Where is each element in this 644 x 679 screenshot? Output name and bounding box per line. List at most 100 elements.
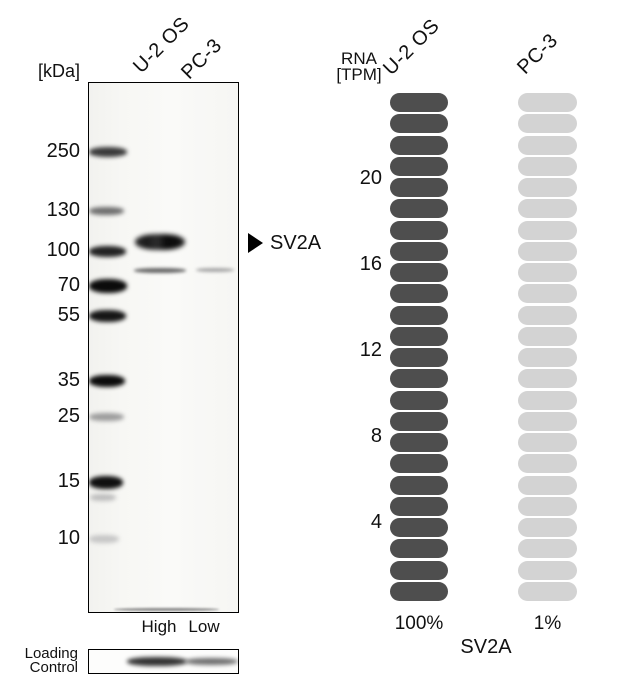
- rna-segment: [518, 496, 577, 516]
- rna-segment: [518, 114, 577, 134]
- rna-axis-label-line2: [TPM]: [336, 65, 382, 84]
- ladder-band-55: [89, 310, 126, 322]
- blot-lane-label-pc3: PC-3: [177, 34, 227, 84]
- sv2a-arrowhead-icon: [248, 233, 263, 253]
- rna-segment: [390, 178, 448, 197]
- rna-segment: [390, 560, 448, 580]
- chart-lane-label-pc3: PC-3: [513, 29, 563, 79]
- rna-segment: [518, 199, 577, 219]
- ladder-labels: 250 130 100 70 55 35 25 15 10: [18, 0, 80, 679]
- ladder-label-250: 250: [46, 139, 80, 162]
- rna-segment: [390, 581, 448, 601]
- rna-segment: [518, 93, 577, 112]
- rna-segment: [518, 156, 577, 176]
- rna-segment: [390, 539, 448, 559]
- ladder-band-130: [89, 207, 124, 215]
- rna-segment: [518, 326, 577, 346]
- ladder-label-25: 25: [57, 404, 80, 427]
- ladder-label-130: 130: [46, 198, 80, 221]
- rna-column-pc3: [518, 93, 577, 605]
- chart-tick-labels: 20 16 12 8 4: [332, 0, 382, 679]
- rna-segment: [390, 263, 448, 282]
- rna-segment: [390, 496, 448, 516]
- rna-segment: [390, 284, 448, 304]
- sv2a-band-u2os: [135, 234, 185, 250]
- ladder-label-100: 100: [46, 238, 80, 261]
- rna-segment: [518, 518, 577, 537]
- rna-segment: [518, 539, 577, 559]
- loading-control-label: Loading Control: [8, 645, 78, 676]
- rna-axis-label: RNA [TPM]: [334, 49, 384, 84]
- chart-lane-label-u2os: U-2 OS: [379, 14, 444, 80]
- ladder-band-15: [89, 475, 123, 489]
- lane-amount-label-high: High: [141, 617, 177, 636]
- rna-segment: [518, 241, 577, 261]
- rna-segment: [390, 369, 448, 389]
- ladder-label-15: 15: [57, 469, 80, 492]
- chart-tick-12: 12: [359, 338, 382, 361]
- rna-segment: [518, 581, 577, 601]
- rna-segment: [390, 220, 448, 240]
- loading-control-label-line2: Control: [29, 659, 78, 676]
- rna-segment: [390, 305, 448, 325]
- gene-name-label: SV2A: [460, 636, 512, 658]
- chart-tick-8: 8: [370, 424, 382, 447]
- percent-label-pc3: 1%: [533, 613, 562, 634]
- rna-segment: [518, 348, 577, 367]
- rna-segment: [518, 284, 577, 304]
- rna-segment: [518, 411, 577, 431]
- ladder-band-70: [89, 279, 127, 293]
- rna-segment: [518, 390, 577, 410]
- chart-tick-4: 4: [370, 510, 382, 533]
- percent-label-u2os: 100%: [394, 613, 444, 634]
- rna-segment: [390, 241, 448, 261]
- rna-segment: [518, 305, 577, 325]
- chart-tick-16: 16: [359, 253, 382, 276]
- rna-segment: [390, 114, 448, 134]
- rna-segment: [518, 178, 577, 197]
- ladder-label-55: 55: [57, 303, 80, 326]
- ladder-band-25: [89, 413, 124, 421]
- ladder-band-10: [89, 535, 119, 543]
- rna-segment: [390, 326, 448, 346]
- loading-band-low: [185, 657, 238, 665]
- rna-segment: [518, 433, 577, 452]
- loading-control-strip: [88, 649, 239, 674]
- ladder-band-250: [89, 147, 127, 157]
- rna-segment: [390, 135, 448, 155]
- ladder-band-100: [89, 245, 126, 257]
- ladder-band-35: [89, 375, 125, 387]
- chart-tick-20: 20: [359, 167, 382, 190]
- rna-segment: [390, 518, 448, 537]
- western-blot-image: [88, 82, 239, 613]
- rna-column-u2os: [390, 93, 448, 605]
- rna-segment: [518, 135, 577, 155]
- rna-axis-label-line1: RNA: [341, 49, 377, 68]
- faint-band-pc3: [196, 268, 234, 272]
- rna-segment: [390, 411, 448, 431]
- rna-segment: [390, 348, 448, 367]
- rna-segment: [390, 199, 448, 219]
- rna-segment: [390, 93, 448, 112]
- sv2a-arrow-label: SV2A: [270, 232, 322, 254]
- kda-axis-label: [kDa]: [37, 61, 80, 81]
- lane-amount-label-low: Low: [188, 617, 220, 636]
- ladder-label-35: 35: [57, 368, 80, 391]
- loading-control-label-line1: Loading: [24, 645, 78, 662]
- rna-segment: [518, 263, 577, 282]
- rna-segment: [518, 475, 577, 495]
- faint-band-u2os: [134, 267, 186, 273]
- smudge-below-15: [90, 493, 116, 501]
- bottom-edge-smudge: [114, 607, 219, 611]
- rna-segment: [390, 454, 448, 474]
- rna-segment: [518, 454, 577, 474]
- rna-segment: [390, 475, 448, 495]
- rna-segment: [518, 369, 577, 389]
- rna-segment: [390, 156, 448, 176]
- loading-band-high: [127, 656, 187, 666]
- rna-segment: [390, 390, 448, 410]
- rna-segment: [390, 433, 448, 452]
- rna-segment: [518, 560, 577, 580]
- ladder-label-10: 10: [57, 526, 80, 549]
